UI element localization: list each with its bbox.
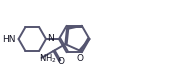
Text: N: N (47, 34, 54, 43)
Text: O: O (77, 54, 84, 63)
Text: HN: HN (2, 35, 16, 44)
Text: O: O (57, 57, 64, 66)
Text: NH$_2$: NH$_2$ (39, 52, 56, 65)
